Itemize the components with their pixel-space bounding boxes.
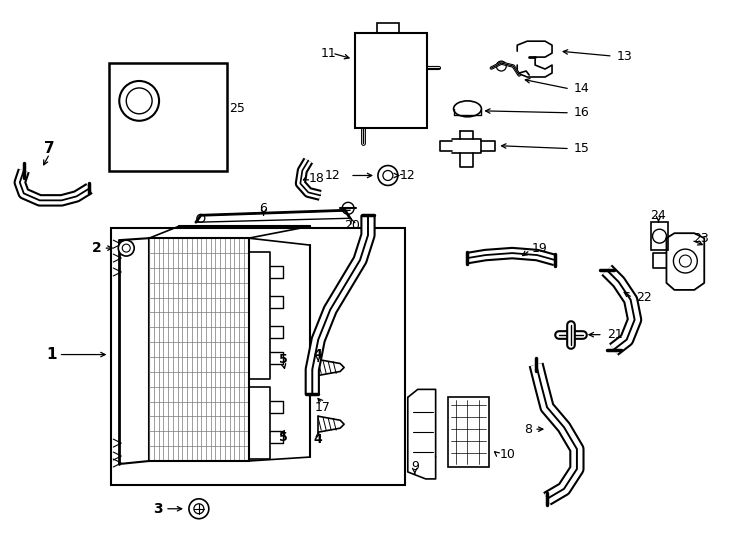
Circle shape <box>281 359 299 376</box>
Text: 20: 20 <box>344 219 360 232</box>
Text: 22: 22 <box>636 292 653 305</box>
Text: 21: 21 <box>607 328 622 341</box>
Circle shape <box>118 240 134 256</box>
Text: 16: 16 <box>574 106 589 119</box>
Text: 11: 11 <box>320 46 336 59</box>
Circle shape <box>680 255 691 267</box>
Text: 2: 2 <box>92 241 101 255</box>
Text: 26: 26 <box>120 152 139 166</box>
Text: 9: 9 <box>411 461 418 474</box>
Circle shape <box>342 202 354 214</box>
Circle shape <box>197 214 205 222</box>
Text: 5: 5 <box>279 353 288 366</box>
Text: 25: 25 <box>229 103 244 116</box>
Circle shape <box>281 415 299 433</box>
Text: 14: 14 <box>574 83 589 96</box>
Text: 10: 10 <box>499 448 515 461</box>
Text: 5: 5 <box>279 430 288 444</box>
Circle shape <box>565 329 577 341</box>
Text: 6: 6 <box>260 202 267 215</box>
Text: 4: 4 <box>314 433 323 446</box>
Circle shape <box>189 499 208 519</box>
Circle shape <box>194 504 204 514</box>
Circle shape <box>673 249 697 273</box>
Text: 17: 17 <box>314 401 330 414</box>
Text: 19: 19 <box>532 241 548 255</box>
Bar <box>650 222 669 250</box>
Text: 24: 24 <box>650 209 666 222</box>
Bar <box>355 33 426 128</box>
Text: 7: 7 <box>44 141 55 156</box>
Circle shape <box>123 244 130 252</box>
Text: 23: 23 <box>694 232 709 245</box>
Text: 12: 12 <box>324 169 340 182</box>
Circle shape <box>286 420 294 428</box>
Circle shape <box>378 166 398 185</box>
Text: 12: 12 <box>400 169 415 182</box>
Circle shape <box>286 363 294 372</box>
Ellipse shape <box>454 101 482 117</box>
Bar <box>109 63 227 171</box>
Text: 1: 1 <box>46 347 57 362</box>
Circle shape <box>126 88 152 114</box>
Text: 3: 3 <box>153 502 163 516</box>
Text: 13: 13 <box>617 50 633 63</box>
Text: 4: 4 <box>314 348 323 361</box>
Circle shape <box>653 229 666 243</box>
Bar <box>448 397 490 467</box>
Text: 15: 15 <box>574 142 590 155</box>
Bar <box>112 228 405 485</box>
Bar <box>377 23 399 35</box>
Circle shape <box>120 81 159 121</box>
Text: 18: 18 <box>308 172 324 185</box>
Circle shape <box>383 171 393 180</box>
Text: 8: 8 <box>524 423 532 436</box>
Circle shape <box>496 61 506 71</box>
